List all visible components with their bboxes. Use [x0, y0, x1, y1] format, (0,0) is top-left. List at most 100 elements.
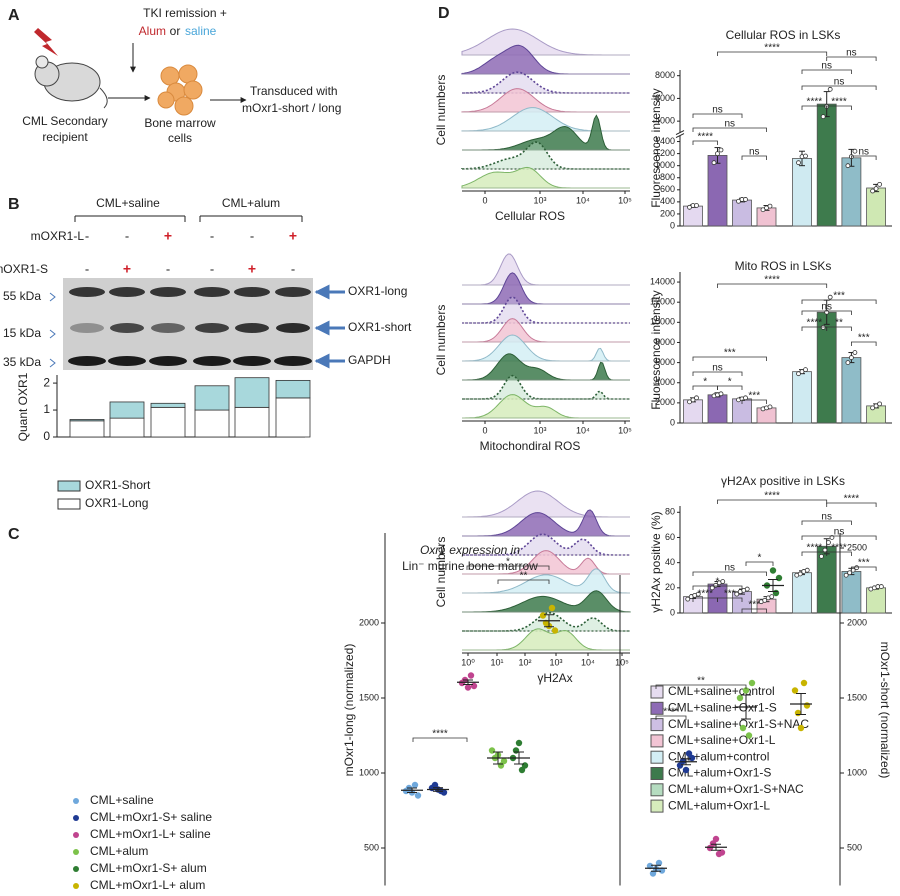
bar-segment [150, 402, 186, 408]
protocol-text: TKI remission + [143, 6, 227, 20]
band [194, 287, 230, 297]
data-point [711, 160, 717, 166]
data-point [791, 687, 799, 694]
band-label: OXR1-long [348, 284, 407, 298]
significance-bracket [692, 356, 767, 361]
recipient-text: CML Secondary [22, 114, 108, 128]
y-tick-label: 2000 [359, 617, 379, 627]
significance-label: * [758, 553, 762, 564]
significance-label: ** [520, 571, 528, 582]
saline-text: saline [185, 24, 217, 38]
significance-bracket [826, 56, 877, 61]
legend-marker [73, 832, 79, 838]
legend-label: OXR1-Long [85, 496, 148, 510]
y-tick-label: 0 [670, 220, 675, 230]
bar [683, 205, 703, 227]
significance-label: **** [807, 318, 823, 329]
sign: - [210, 261, 214, 276]
data-point [715, 850, 723, 858]
legend-marker [73, 849, 79, 855]
significance-label: ** [697, 676, 705, 687]
significance-label: * [506, 557, 510, 568]
band [109, 287, 145, 297]
marker-chevron [49, 329, 56, 339]
cells-text: cells [168, 131, 192, 145]
data-point [767, 203, 773, 209]
significance-bracket [717, 499, 828, 504]
data-point [736, 694, 744, 702]
transduced-text: Transduced with [250, 84, 338, 98]
significance-bracket [741, 399, 767, 404]
significance-bracket [826, 502, 877, 507]
data-point [685, 750, 693, 757]
data-point [827, 294, 833, 300]
legend-label: CML+saline+Oxr1-S [668, 700, 777, 714]
y-tick-label: 1 [43, 402, 50, 416]
data-point [718, 147, 724, 153]
band [193, 356, 231, 366]
legend-swatch [650, 783, 664, 797]
significance-label: **** [764, 275, 780, 286]
significance-label: **** [844, 494, 860, 505]
data-point [658, 867, 666, 874]
data-point [690, 397, 696, 403]
legend-label: CML+alum [90, 844, 148, 858]
y-tick-label: 1000 [655, 160, 675, 170]
bar-segment [109, 401, 145, 419]
y-tick-label: 2 [43, 375, 50, 389]
data-point [739, 724, 747, 732]
error-bar [407, 787, 417, 793]
significance-label: ns [712, 105, 723, 116]
data-point [500, 757, 508, 765]
data-point [745, 732, 753, 739]
data-point [772, 589, 780, 597]
histogram-tick-label: 10³ [533, 425, 546, 435]
western-blot [63, 278, 313, 370]
y2-tick-label: 2500 [847, 542, 867, 552]
histogram-tick-label: 10⁵ [618, 425, 632, 435]
histogram-curve [462, 568, 630, 594]
significance-bracket [745, 561, 774, 566]
band [69, 287, 105, 297]
bar [707, 394, 728, 424]
band-label: OXR1-short [348, 320, 412, 334]
significance-bracket [692, 585, 743, 590]
y-tick-label: 6000 [655, 357, 675, 367]
error-bar [711, 843, 721, 851]
data-point [796, 371, 801, 377]
data-point [829, 535, 835, 540]
axis-break [675, 130, 685, 135]
y-tick-label: 800 [660, 172, 675, 182]
bar-segment [69, 420, 105, 438]
significance-label: ns [834, 77, 845, 88]
data-point [694, 395, 699, 401]
significance-bracket [826, 551, 852, 556]
bar [707, 155, 728, 227]
significance-bracket [692, 113, 743, 118]
significance-label: **** [807, 543, 823, 554]
data-point [548, 604, 556, 612]
histogram-tick-label: 10⁰ [461, 657, 475, 667]
data-point [849, 355, 854, 360]
legend-label: CML+mOxr1-L+ saline [90, 827, 211, 841]
legend-marker [73, 798, 79, 804]
data-point [646, 862, 654, 870]
y2-axis-label: mOxr1-short (normalized) [878, 642, 892, 779]
data-point [877, 181, 882, 187]
data-point [847, 570, 853, 576]
marker-chevron [49, 358, 56, 368]
y-tick-label: 40 [665, 557, 675, 567]
data-point [762, 598, 768, 603]
band [108, 356, 146, 366]
cells-text: Bone marrow [144, 116, 216, 130]
data-point [769, 594, 775, 600]
bar-segment [150, 406, 186, 438]
alum-text: Alum [139, 24, 166, 38]
significance-label: **** [697, 132, 713, 143]
data-point [827, 86, 833, 92]
chart-title: γH2Ax positive in LSKs [721, 474, 845, 488]
y-tick-label: 400 [660, 196, 675, 206]
data-point [539, 612, 547, 619]
histogram-xlabel: γH2Ax [537, 671, 572, 685]
y-tick-label: 200 [660, 208, 675, 218]
